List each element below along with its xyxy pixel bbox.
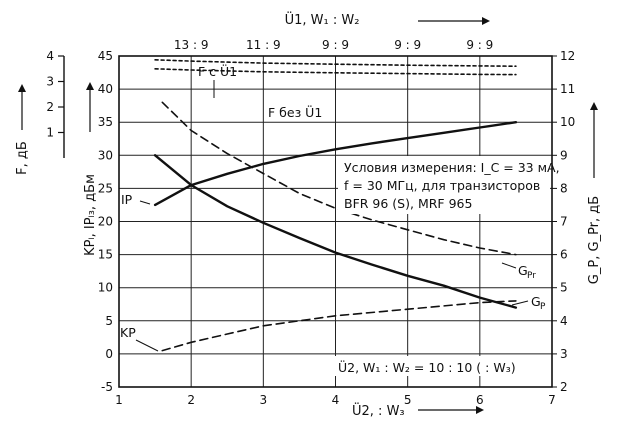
series-label-f-with: F с Ü1 — [198, 63, 237, 79]
y-axis-left-arrow-head — [86, 82, 94, 90]
series-label-gpr-leader — [501, 262, 517, 269]
x-tick-label: 3 — [260, 393, 268, 407]
y-right-tick-label: 10 — [560, 115, 575, 129]
series-layer — [153, 58, 518, 352]
y-left-tick-label: 40 — [98, 82, 113, 96]
bottom-note: Ü2, W₁ : W₂ = 10 : 10 ( : W₃) — [338, 359, 516, 375]
y-right-tick-label: 6 — [560, 248, 568, 262]
y-left-tick-label: 15 — [98, 248, 113, 262]
y-axis-far-left-ticks: 1 2 3 4 — [46, 49, 64, 140]
y-left-tick-label: 25 — [98, 181, 113, 195]
y-right-tick-label: 12 — [560, 49, 575, 63]
x-tick-label: 4 — [332, 393, 340, 407]
top-tick-label: 13 : 9 — [174, 38, 209, 52]
series-label-gpr-sub: Pr — [527, 271, 536, 281]
y-left-tick-label: -5 — [101, 380, 113, 394]
y-right-tick-label: 9 — [560, 148, 568, 162]
y-axis-far-left-title: F, дБ — [15, 141, 30, 175]
y-far-left-tick-label: 1 — [46, 126, 54, 140]
y-left-tick-label: 5 — [105, 314, 113, 328]
series-line-g-p — [161, 300, 517, 352]
y-axis-left-ticks: -5 0 5 10 15 20 25 30 35 40 45 — [98, 49, 113, 394]
series-label-f-without: F без Ü1 — [268, 104, 322, 120]
y-left-tick-label: 45 — [98, 49, 113, 63]
y-left-tick-label: 20 — [98, 215, 113, 229]
annotation-line-2: f = 30 МГц, для транзисторов — [344, 178, 540, 193]
x-axis-ticks: 1 2 3 4 5 6 7 — [115, 393, 556, 407]
annotation-box — [338, 156, 550, 214]
series-label-ip: IP — [121, 192, 133, 207]
series-line-f-1 — [154, 58, 517, 67]
x-tick-label: 1 — [115, 393, 123, 407]
y-axis-right-arrow-head — [590, 102, 598, 110]
y-left-tick-label: 0 — [105, 347, 113, 361]
top-tick-label: 9 : 9 — [466, 38, 493, 52]
x-tick-label: 7 — [548, 393, 556, 407]
series-line-f-1 — [154, 68, 517, 76]
x-axis-title: Ü2, : W₃ — [352, 402, 405, 419]
x-tick-label: 5 — [404, 393, 412, 407]
series-line-g-pr — [161, 101, 517, 256]
series-line-ip — [153, 120, 518, 207]
y-right-tick-label: 11 — [560, 82, 575, 96]
y-axis-left-title: KPₗ, IPₗ₃, дБм — [83, 174, 98, 256]
top-axis-title: Ü1, W₁ : W₂ — [285, 11, 360, 28]
series-label-gp-leader — [511, 300, 529, 306]
series-label-gpr: G — [518, 263, 528, 278]
top-axis-arrow-head — [482, 17, 490, 25]
y-axis-right-title: G_P, G_Pr, дБ — [587, 196, 602, 284]
series-label-kp: KP — [120, 325, 136, 340]
x-axis-arrow-head — [476, 406, 484, 414]
y-left-tick-label: 35 — [98, 115, 113, 129]
x-tick-label: 6 — [476, 393, 484, 407]
series-line-kp — [153, 154, 518, 309]
top-tick-label: 9 : 9 — [394, 38, 421, 52]
series-label-kp-leader — [135, 339, 159, 352]
y-right-tick-label: 3 — [560, 347, 568, 361]
x-tick-label: 2 — [187, 393, 195, 407]
annotation-line-3: BFR 96 (S), MRF 965 — [344, 196, 472, 211]
y-far-left-tick-label: 3 — [46, 75, 54, 89]
y-axis-far-left-arrow-head — [18, 84, 26, 92]
y-left-tick-label: 10 — [98, 281, 113, 295]
top-tick-label: 9 : 9 — [322, 38, 349, 52]
bottom-note-box — [333, 356, 547, 376]
y-right-tick-label: 4 — [560, 314, 568, 328]
series-label-gp-sub: P — [540, 302, 546, 312]
y-right-tick-label: 5 — [560, 281, 568, 295]
y-right-tick-label: 2 — [560, 380, 568, 394]
top-tick-label: 11 : 9 — [246, 38, 281, 52]
y-left-tick-label: 30 — [98, 148, 113, 162]
top-axis-ticks: 13 : 9 11 : 9 9 : 9 9 : 9 9 : 9 — [174, 38, 493, 52]
y-far-left-tick-label: 4 — [46, 49, 54, 63]
series-label-gp: G — [531, 294, 541, 309]
y-right-tick-label: 8 — [560, 181, 568, 195]
series-label-ip-leader — [139, 200, 151, 205]
y-axis-right-ticks: 2 3 4 5 6 7 8 9 10 11 12 — [552, 49, 575, 394]
y-right-tick-label: 7 — [560, 215, 568, 229]
y-far-left-tick-label: 2 — [46, 100, 54, 114]
annotation-line-1: Условия измерения: I_C = 33 мА, — [344, 160, 560, 175]
